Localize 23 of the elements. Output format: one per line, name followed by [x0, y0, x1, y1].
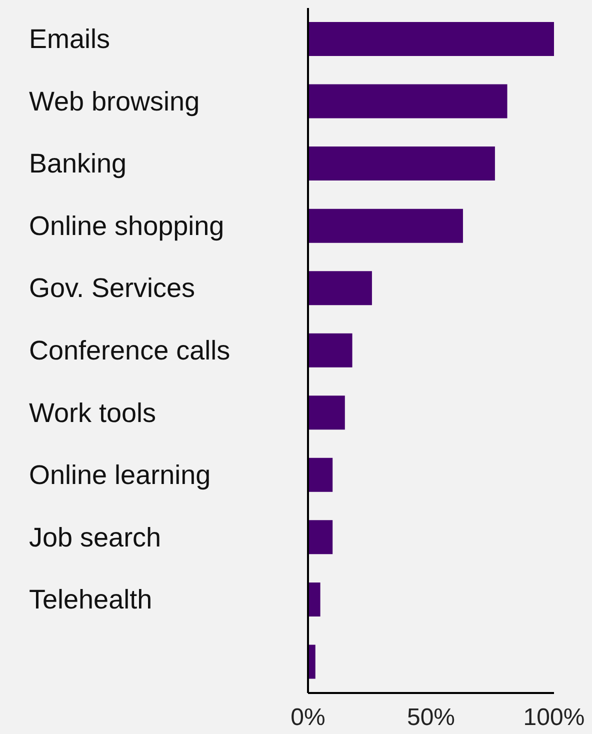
- y-tick-label: Work tools: [29, 398, 156, 428]
- bar: [308, 396, 345, 430]
- bar: [308, 208, 463, 243]
- bar: [308, 520, 333, 554]
- bar: [308, 333, 352, 368]
- y-tick-label: Gov. Services: [29, 273, 196, 304]
- y-tick-label: Conference calls: [29, 336, 230, 366]
- bar: [308, 582, 320, 616]
- x-tick-label: 0%: [290, 704, 326, 731]
- bar: [308, 271, 372, 306]
- bar: [308, 84, 508, 118]
- x-tick-label: 50%: [406, 704, 456, 731]
- bar: [308, 146, 495, 181]
- bar: [308, 458, 333, 492]
- x-tick-label: 100%: [523, 704, 585, 731]
- y-tick-label: Telehealth: [29, 584, 152, 615]
- y-tick-label: Online learning: [29, 460, 211, 490]
- y-tick-label: Banking: [29, 148, 127, 179]
- y-tick-label: Job search: [29, 522, 162, 552]
- bar: [308, 22, 554, 56]
- y-tick-label: Emails: [29, 24, 110, 54]
- y-tick-label: Web browsing: [29, 86, 200, 116]
- y-tick-label: Online shopping: [29, 210, 224, 241]
